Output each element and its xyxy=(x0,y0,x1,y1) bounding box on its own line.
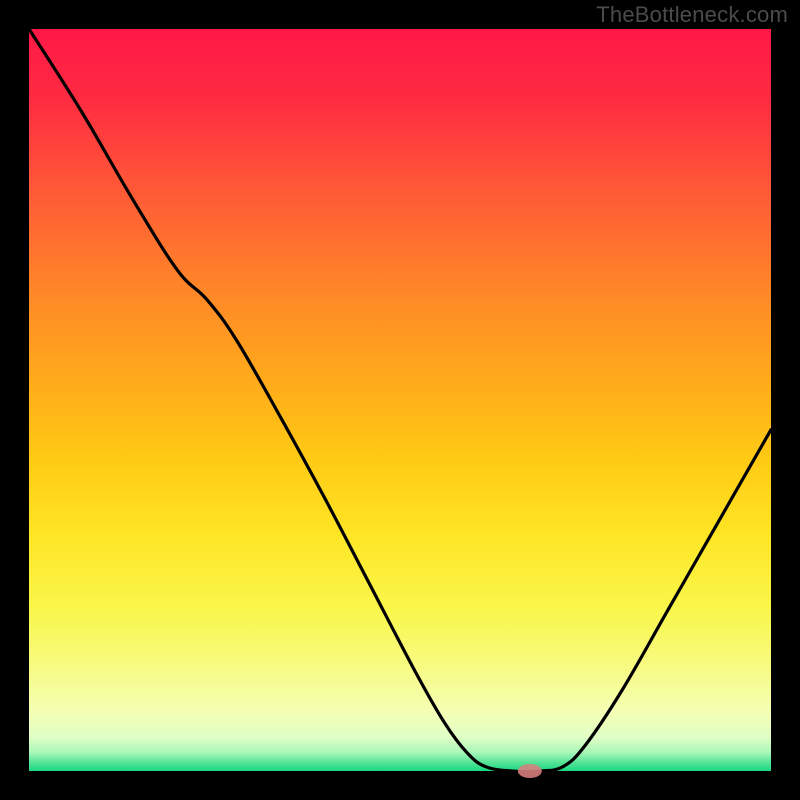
optimal-point-marker xyxy=(518,764,542,778)
chart-frame: TheBottleneck.com xyxy=(0,0,800,800)
chart-gradient-background xyxy=(29,29,771,771)
attribution-label: TheBottleneck.com xyxy=(596,2,788,28)
bottleneck-curve-chart xyxy=(0,0,800,800)
